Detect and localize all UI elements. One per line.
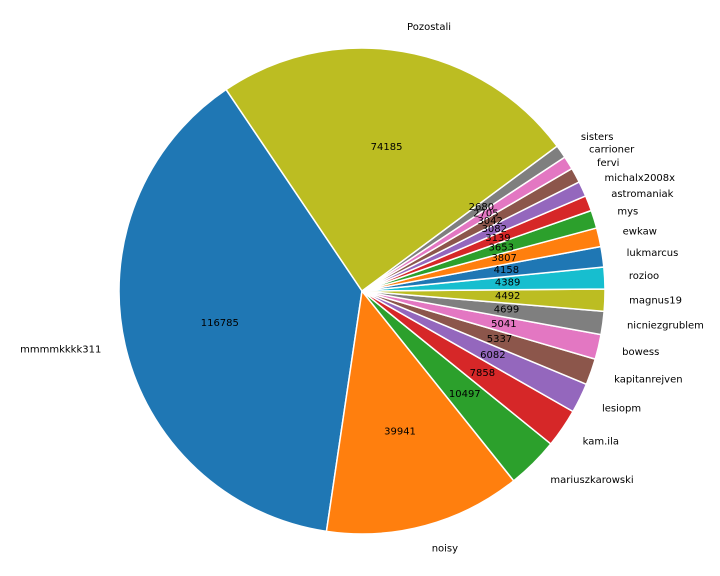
category-label-nicniezgrublem: nicniezgrublem bbox=[627, 321, 704, 332]
category-label-ewkaw: ewkaw bbox=[623, 226, 657, 237]
category-label-mys: mys bbox=[617, 206, 638, 217]
value-label-sisters: 2680 bbox=[469, 202, 494, 213]
value-label-noisy: 39941 bbox=[384, 426, 416, 437]
value-label-kapitanrejven: 5337 bbox=[487, 334, 512, 345]
pie-slice-mmmmkkkk311 bbox=[118, 88, 363, 533]
category-label-astromaniak: astromaniak bbox=[611, 189, 673, 200]
value-labels: 116785 39941 10497 7858 6082 5337 5041 4699 4492… bbox=[201, 142, 521, 437]
category-labels: mmmmkkkk311 noisy mariuszkarowski kam.ila le… bbox=[20, 22, 704, 555]
value-label-mmmmkkkk311: 116785 bbox=[201, 318, 239, 329]
pie-wedges bbox=[118, 47, 606, 535]
category-label-mmmmkkkk311: mmmmkkkk311 bbox=[20, 345, 101, 356]
category-label-lesiopm: lesiopm bbox=[602, 403, 641, 414]
value-label-magnus19: 4492 bbox=[495, 291, 520, 302]
value-label-carrioner: 2705 bbox=[473, 209, 498, 220]
category-label-magnus19: magnus19 bbox=[629, 296, 682, 307]
pie-slice-pozostali bbox=[225, 47, 558, 292]
value-label-bowess: 5041 bbox=[491, 319, 516, 330]
category-label-mariuszkarowski: mariuszkarowski bbox=[550, 475, 633, 486]
value-label-nicniezgrublem: 4699 bbox=[494, 305, 519, 316]
category-label-kapitanrejven: kapitanrejven bbox=[614, 374, 683, 385]
value-label-mys: 3653 bbox=[489, 242, 514, 253]
value-label-pozostali: 74185 bbox=[371, 142, 403, 153]
category-label-noisy: noisy bbox=[432, 544, 458, 555]
value-label-ewkaw: 3807 bbox=[491, 253, 516, 264]
value-label-rozioo: 4389 bbox=[495, 278, 520, 289]
category-label-sisters: sisters bbox=[581, 132, 614, 143]
category-label-pozostali: Pozostali bbox=[407, 22, 451, 33]
category-label-kam-ila: kam.ila bbox=[583, 436, 619, 447]
value-label-michalx2008x: 3082 bbox=[482, 224, 507, 235]
category-label-rozioo: rozioo bbox=[629, 271, 659, 282]
category-label-bowess: bowess bbox=[622, 347, 659, 358]
pie-slice-noisy bbox=[325, 290, 515, 535]
value-label-kam-ila: 7858 bbox=[470, 368, 495, 379]
value-label-astromaniak: 3139 bbox=[485, 233, 510, 244]
value-label-fervi: 3042 bbox=[477, 216, 502, 227]
category-label-carrioner: carrioner bbox=[589, 144, 635, 155]
value-label-lukmarcus: 4158 bbox=[494, 265, 519, 276]
category-label-fervi: fervi bbox=[597, 158, 619, 169]
category-label-lukmarcus: lukmarcus bbox=[627, 248, 679, 259]
value-label-mariuszkarowski: 10497 bbox=[449, 389, 481, 400]
category-label-michalx2008x: michalx2008x bbox=[605, 173, 676, 184]
value-label-lesiopm: 6082 bbox=[480, 350, 505, 361]
